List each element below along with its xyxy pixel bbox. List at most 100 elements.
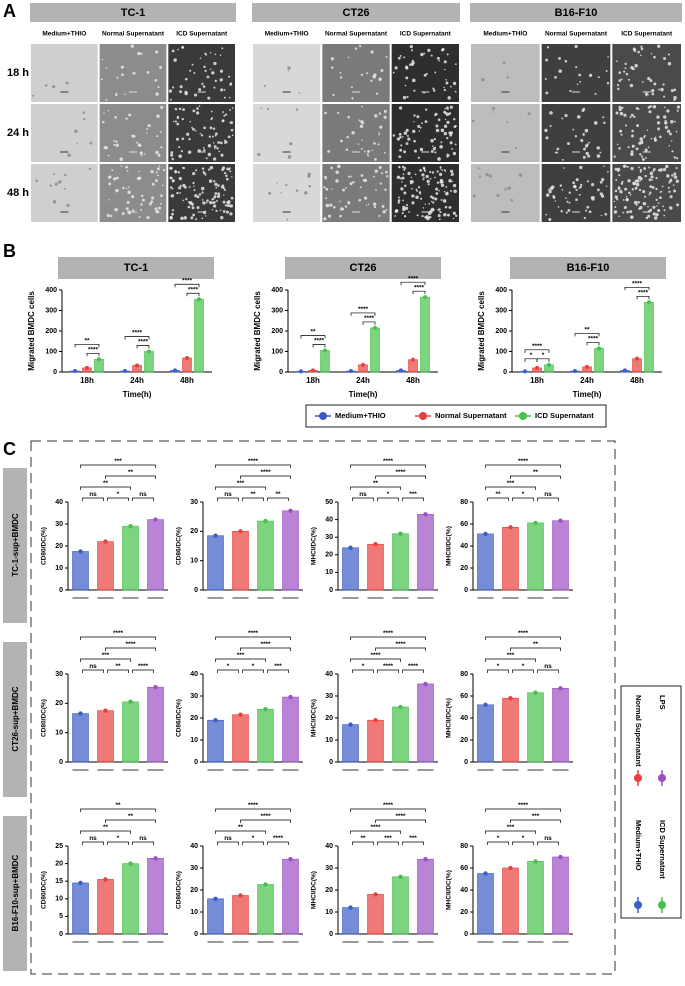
cell [404, 167, 407, 170]
significance-bracket [136, 345, 150, 349]
y-tick-label: 400 [495, 287, 507, 294]
x-tick-label: 48h [630, 376, 644, 385]
x-axis-label: Time(h) [349, 390, 378, 399]
cell [113, 139, 116, 142]
cell [657, 208, 661, 212]
replicate-dot [411, 357, 415, 362]
cell [446, 120, 450, 125]
cell [133, 135, 136, 138]
cell [428, 215, 432, 219]
cell [335, 170, 339, 175]
cell [215, 186, 218, 189]
cell [400, 187, 404, 191]
cell [663, 214, 666, 217]
cell [650, 52, 653, 55]
panel-label: B [3, 241, 16, 261]
cell [637, 201, 640, 204]
bar [392, 706, 409, 763]
cell [443, 124, 448, 128]
bar [207, 719, 224, 763]
cell [622, 164, 627, 168]
bar [392, 533, 409, 591]
replicate-dot [523, 369, 527, 374]
cell [637, 50, 640, 54]
cell [180, 150, 183, 153]
cell [631, 67, 635, 70]
cell [654, 136, 657, 139]
cell [156, 114, 160, 118]
cell [113, 144, 116, 147]
cell [675, 179, 680, 183]
cell [212, 142, 215, 144]
cell [647, 76, 651, 81]
cell [402, 199, 404, 202]
significance-label: *** [409, 491, 417, 498]
cell [435, 192, 439, 195]
cell [448, 205, 452, 209]
significance-bracket [82, 669, 104, 673]
significance-bracket [124, 336, 150, 340]
y-tick-label: 15 [55, 878, 63, 885]
significance-label: * [117, 491, 120, 498]
cell [448, 112, 451, 115]
cell [184, 91, 188, 96]
cell [425, 72, 428, 75]
bar [527, 522, 544, 591]
cell [432, 201, 435, 204]
cell [453, 189, 457, 194]
cell [378, 112, 382, 115]
cell [171, 187, 174, 190]
replicate-dot [508, 865, 513, 871]
cell [225, 177, 229, 181]
cell [399, 54, 402, 57]
cell [180, 216, 184, 220]
cell [351, 97, 354, 100]
cell [158, 206, 162, 210]
cell [648, 178, 652, 182]
cell [196, 206, 200, 210]
replicate-dot [558, 518, 563, 523]
cell [478, 175, 482, 178]
significance-bracket [80, 808, 156, 812]
cell [378, 165, 382, 169]
cell [622, 211, 625, 214]
y-tick-label: 0 [464, 931, 468, 938]
replicate-dot [311, 368, 315, 373]
replicate-dot [263, 882, 268, 887]
cell [662, 83, 665, 86]
cell [298, 91, 301, 94]
x-tick-label: 24h [356, 376, 370, 385]
cell [630, 150, 634, 154]
significance-label: * [252, 835, 255, 842]
cell [128, 113, 132, 117]
cell [223, 194, 225, 196]
y-tick-label: 20 [55, 860, 63, 867]
cell [360, 120, 364, 124]
significance-label: **** [260, 641, 271, 648]
y-tick-label: 10 [325, 569, 333, 576]
legend-swatch [658, 774, 666, 782]
cell [325, 177, 327, 180]
significance-label: ** [275, 491, 281, 498]
bar [342, 724, 359, 763]
cell [669, 132, 672, 136]
bar [342, 907, 359, 935]
cell [208, 168, 211, 171]
cell [430, 150, 434, 153]
cell [156, 174, 159, 177]
cell [638, 166, 640, 169]
cell [175, 137, 180, 141]
cell [443, 88, 446, 92]
cell [671, 174, 674, 177]
legend-swatch [634, 774, 642, 782]
cell [618, 147, 621, 150]
cell [219, 141, 223, 145]
cell [555, 151, 558, 154]
legend-label: Normal Supernatant [435, 411, 507, 420]
bar [257, 884, 274, 935]
cell [399, 177, 403, 180]
bar [527, 692, 544, 763]
significance-label: **** [364, 315, 375, 322]
cell [642, 202, 647, 206]
significance-bracket [105, 475, 156, 479]
